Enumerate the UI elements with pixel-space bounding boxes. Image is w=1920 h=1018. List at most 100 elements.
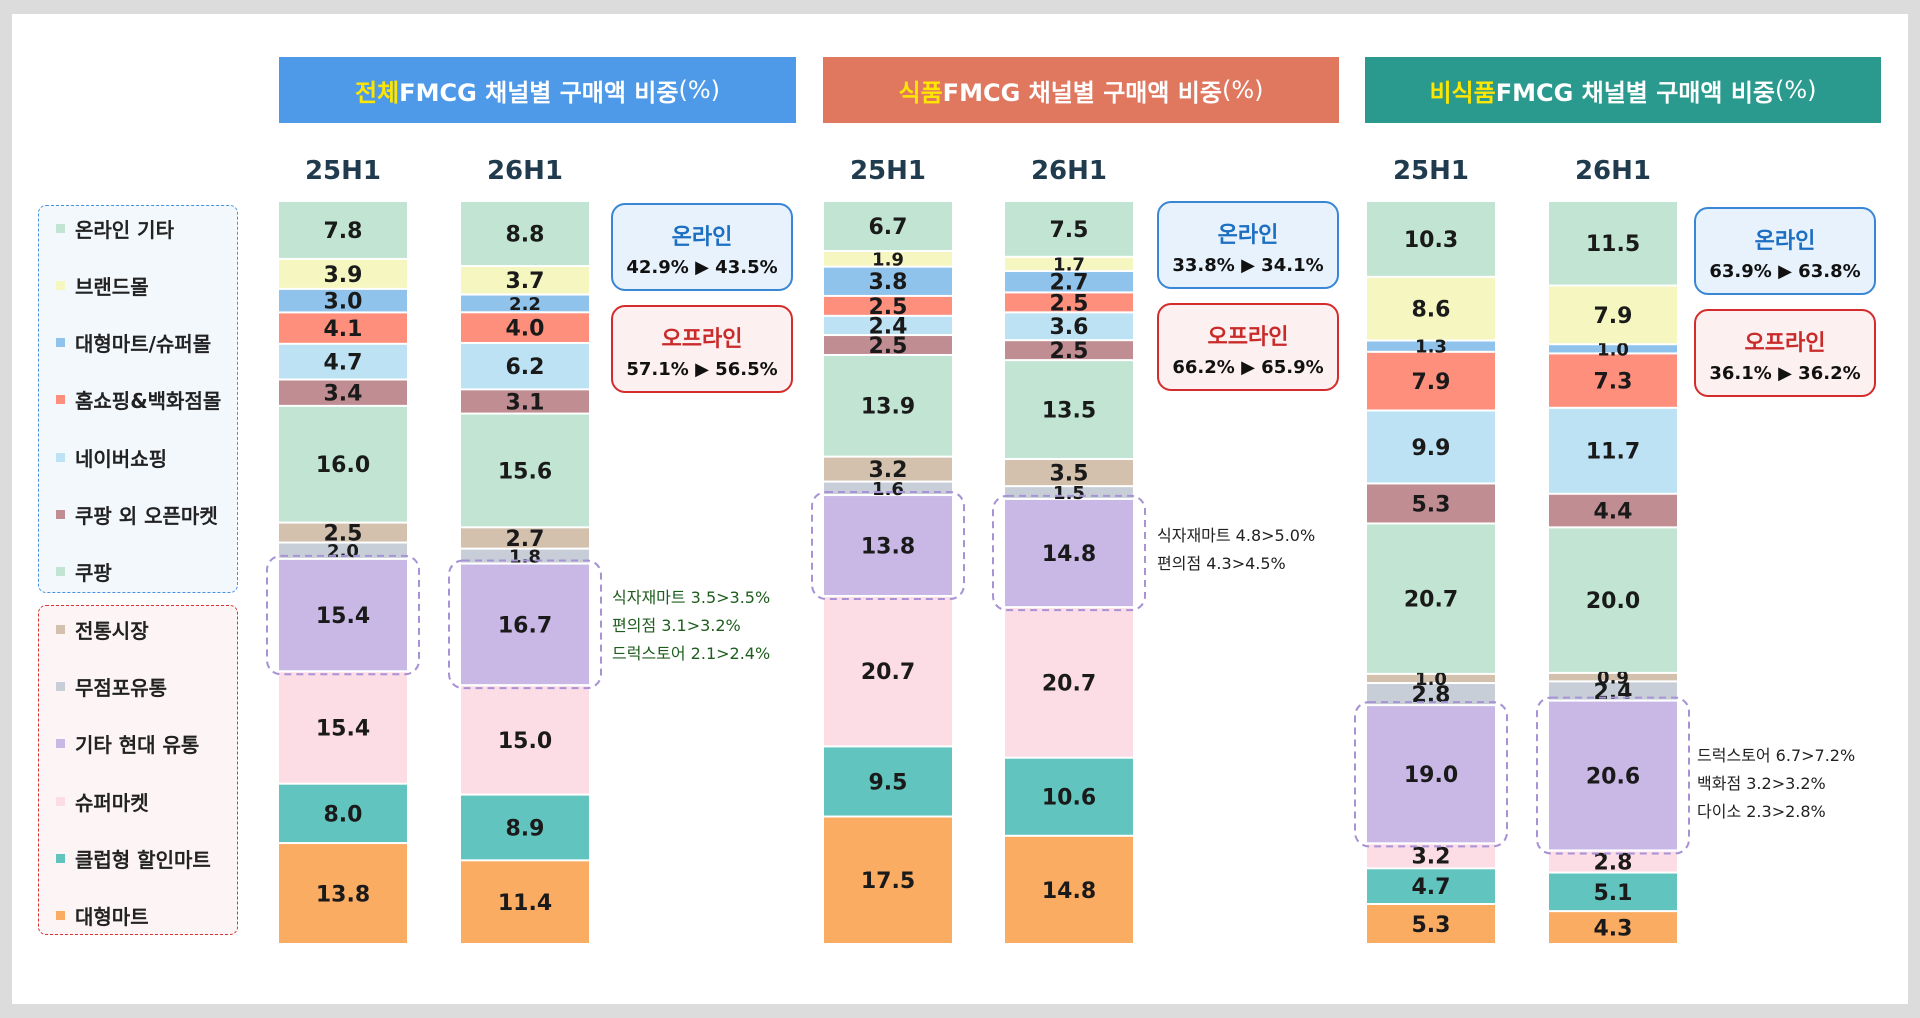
- bar-segment: [461, 295, 589, 312]
- stacked-bar: 5.3 4.7 3.2 19.0 2.81.0 20.7 5.3 9.9 7.9 1.3 8.6 10…: [1354, 202, 1508, 943]
- bar-segment: [1367, 277, 1495, 340]
- bar-segment: [461, 686, 589, 794]
- bar-segment: [1367, 484, 1495, 523]
- bar-segment: [461, 861, 589, 943]
- bar-segment: [824, 296, 952, 315]
- bar-segment: [824, 316, 952, 335]
- legend-swatch: [56, 624, 65, 634]
- stacked-bar: 14.810.620.714.81.53.513.52.53.62.52.71.…: [992, 202, 1146, 943]
- segment-label: 13.8: [861, 534, 915, 559]
- bar-segment: [824, 596, 952, 746]
- legend-swatch: [56, 739, 65, 749]
- bar-segment: [1367, 524, 1495, 673]
- bar-segment: [1005, 361, 1133, 459]
- note-line: 편의점 3.1>3.2%: [612, 616, 741, 635]
- legend-label: 대형마트/슈퍼몰: [75, 332, 212, 357]
- other-modern-retail-note: 식자재마트 4.8>5.0% 편의점 4.3>4.5%: [1157, 522, 1315, 578]
- bar-segment: [1005, 257, 1133, 271]
- legend-online-group: [38, 205, 238, 593]
- legend-swatch: [56, 796, 65, 806]
- segment-label: 7.9: [1594, 304, 1633, 329]
- legend-label: 네이버쇼핑: [75, 446, 167, 471]
- segment-label: 2.7: [506, 527, 545, 552]
- bar-segment: [1005, 487, 1133, 498]
- callout-title: 온라인: [671, 225, 733, 250]
- offline-share-callout: 오프라인 66.2% ▶ 65.9%: [1157, 303, 1339, 391]
- segment-label: 3.2: [1412, 845, 1451, 870]
- highlight-outline: [811, 491, 965, 600]
- bar-segment: [461, 414, 589, 527]
- segment-label: 20.0: [1586, 589, 1640, 614]
- bar-segment: [824, 496, 952, 595]
- period-label: 25H1: [304, 156, 382, 186]
- bar-segment: [1367, 684, 1495, 705]
- segment-label: 14.8: [1042, 879, 1096, 904]
- bar-segment: [1005, 460, 1133, 486]
- bar-segment: [1005, 836, 1133, 943]
- segment-label: 11.7: [1586, 440, 1640, 465]
- panel-title-food: 식품 FMCG 채널별 구매액 비중 (%): [823, 57, 1339, 123]
- panel-title-unit: (%): [1221, 76, 1264, 104]
- segment-label: 4.0: [506, 317, 545, 342]
- segment-label: 2.4: [1594, 680, 1633, 705]
- legend-swatch: [56, 395, 65, 405]
- segment-label: 2.5: [1050, 291, 1089, 316]
- segment-label: 2.8: [1594, 850, 1633, 875]
- bar-segment: [279, 543, 407, 558]
- segment-label: 4.7: [1412, 875, 1451, 900]
- segment-label: 16.7: [498, 613, 552, 638]
- bar-segment: [824, 747, 952, 816]
- bar-segment: [824, 355, 952, 456]
- bar-segment: [1367, 904, 1495, 943]
- bar-segment: [1367, 674, 1495, 683]
- legend-label: 기타 현대 유통: [75, 733, 200, 758]
- segment-label: 7.5: [1050, 218, 1089, 243]
- segment-label: 5.1: [1594, 881, 1633, 906]
- legend-swatch: [56, 510, 65, 519]
- bar-segment: [461, 202, 589, 266]
- segment-label: 14.8: [1042, 542, 1096, 567]
- segment-label: 9.5: [869, 770, 908, 795]
- segment-label: 8.9: [506, 816, 545, 841]
- segment-label: 17.5: [861, 869, 915, 894]
- callout-title: 오프라인: [661, 327, 743, 352]
- segment-label: 3.6: [1050, 315, 1089, 340]
- segment-label: 2.7: [1050, 271, 1089, 296]
- segment-label: 13.5: [1042, 398, 1096, 423]
- segment-label: 1.9: [872, 249, 904, 270]
- bar-segment: [824, 336, 952, 354]
- legend-label: 대형마트: [75, 905, 149, 930]
- legend-item: 브랜드몰: [56, 270, 149, 300]
- segment-label: 15.4: [316, 604, 370, 629]
- legend-label: 쿠팡 외 오픈마켓: [75, 504, 218, 528]
- note-line: 드럭스토어 2.1>2.4%: [612, 644, 771, 663]
- legend-item: 클럽형 할인마트: [56, 843, 211, 873]
- note-line: 드럭스토어 6.7>7.2%: [1697, 746, 1856, 765]
- segment-label: 1.8: [509, 547, 541, 568]
- period-label: 25H1: [1392, 156, 1470, 186]
- segment-label: 2.5: [869, 295, 908, 320]
- bar-segment: [279, 844, 407, 943]
- bar-segment: [1549, 354, 1677, 407]
- note-line: 편의점 4.3>4.5%: [1157, 554, 1286, 573]
- legend-swatch: [56, 853, 65, 863]
- other-modern-retail-note: 드럭스토어 6.7>7.2% 백화점 3.2>3.2% 다이소 2.3>2.8%: [1697, 742, 1855, 826]
- bar-segment: [1005, 341, 1133, 360]
- legend-item: 홈쇼핑&백화점몰: [56, 385, 221, 415]
- bar-segment: [279, 784, 407, 843]
- bar-segment: [824, 202, 952, 251]
- segment-label: 2.5: [1050, 339, 1089, 364]
- callout-title: 온라인: [1217, 223, 1279, 248]
- bar-segment: [1005, 313, 1133, 340]
- segment-label: 1.7: [1053, 254, 1085, 275]
- segment-label: 3.7: [506, 269, 545, 294]
- bar-segment: [1005, 272, 1133, 292]
- stacked-bar: 17.59.520.713.81.63.213.92.52.42.53.81.9…: [811, 202, 965, 943]
- bar-segment: [1367, 411, 1495, 483]
- bar-segment: [279, 313, 407, 343]
- period-label: 26H1: [486, 156, 564, 186]
- segment-label: 20.7: [1404, 588, 1458, 613]
- segment-label: 2.8: [1412, 683, 1451, 708]
- segment-label: 3.5: [1050, 462, 1089, 487]
- panel-title-text: FMCG 채널별 구매액 비중: [399, 78, 679, 107]
